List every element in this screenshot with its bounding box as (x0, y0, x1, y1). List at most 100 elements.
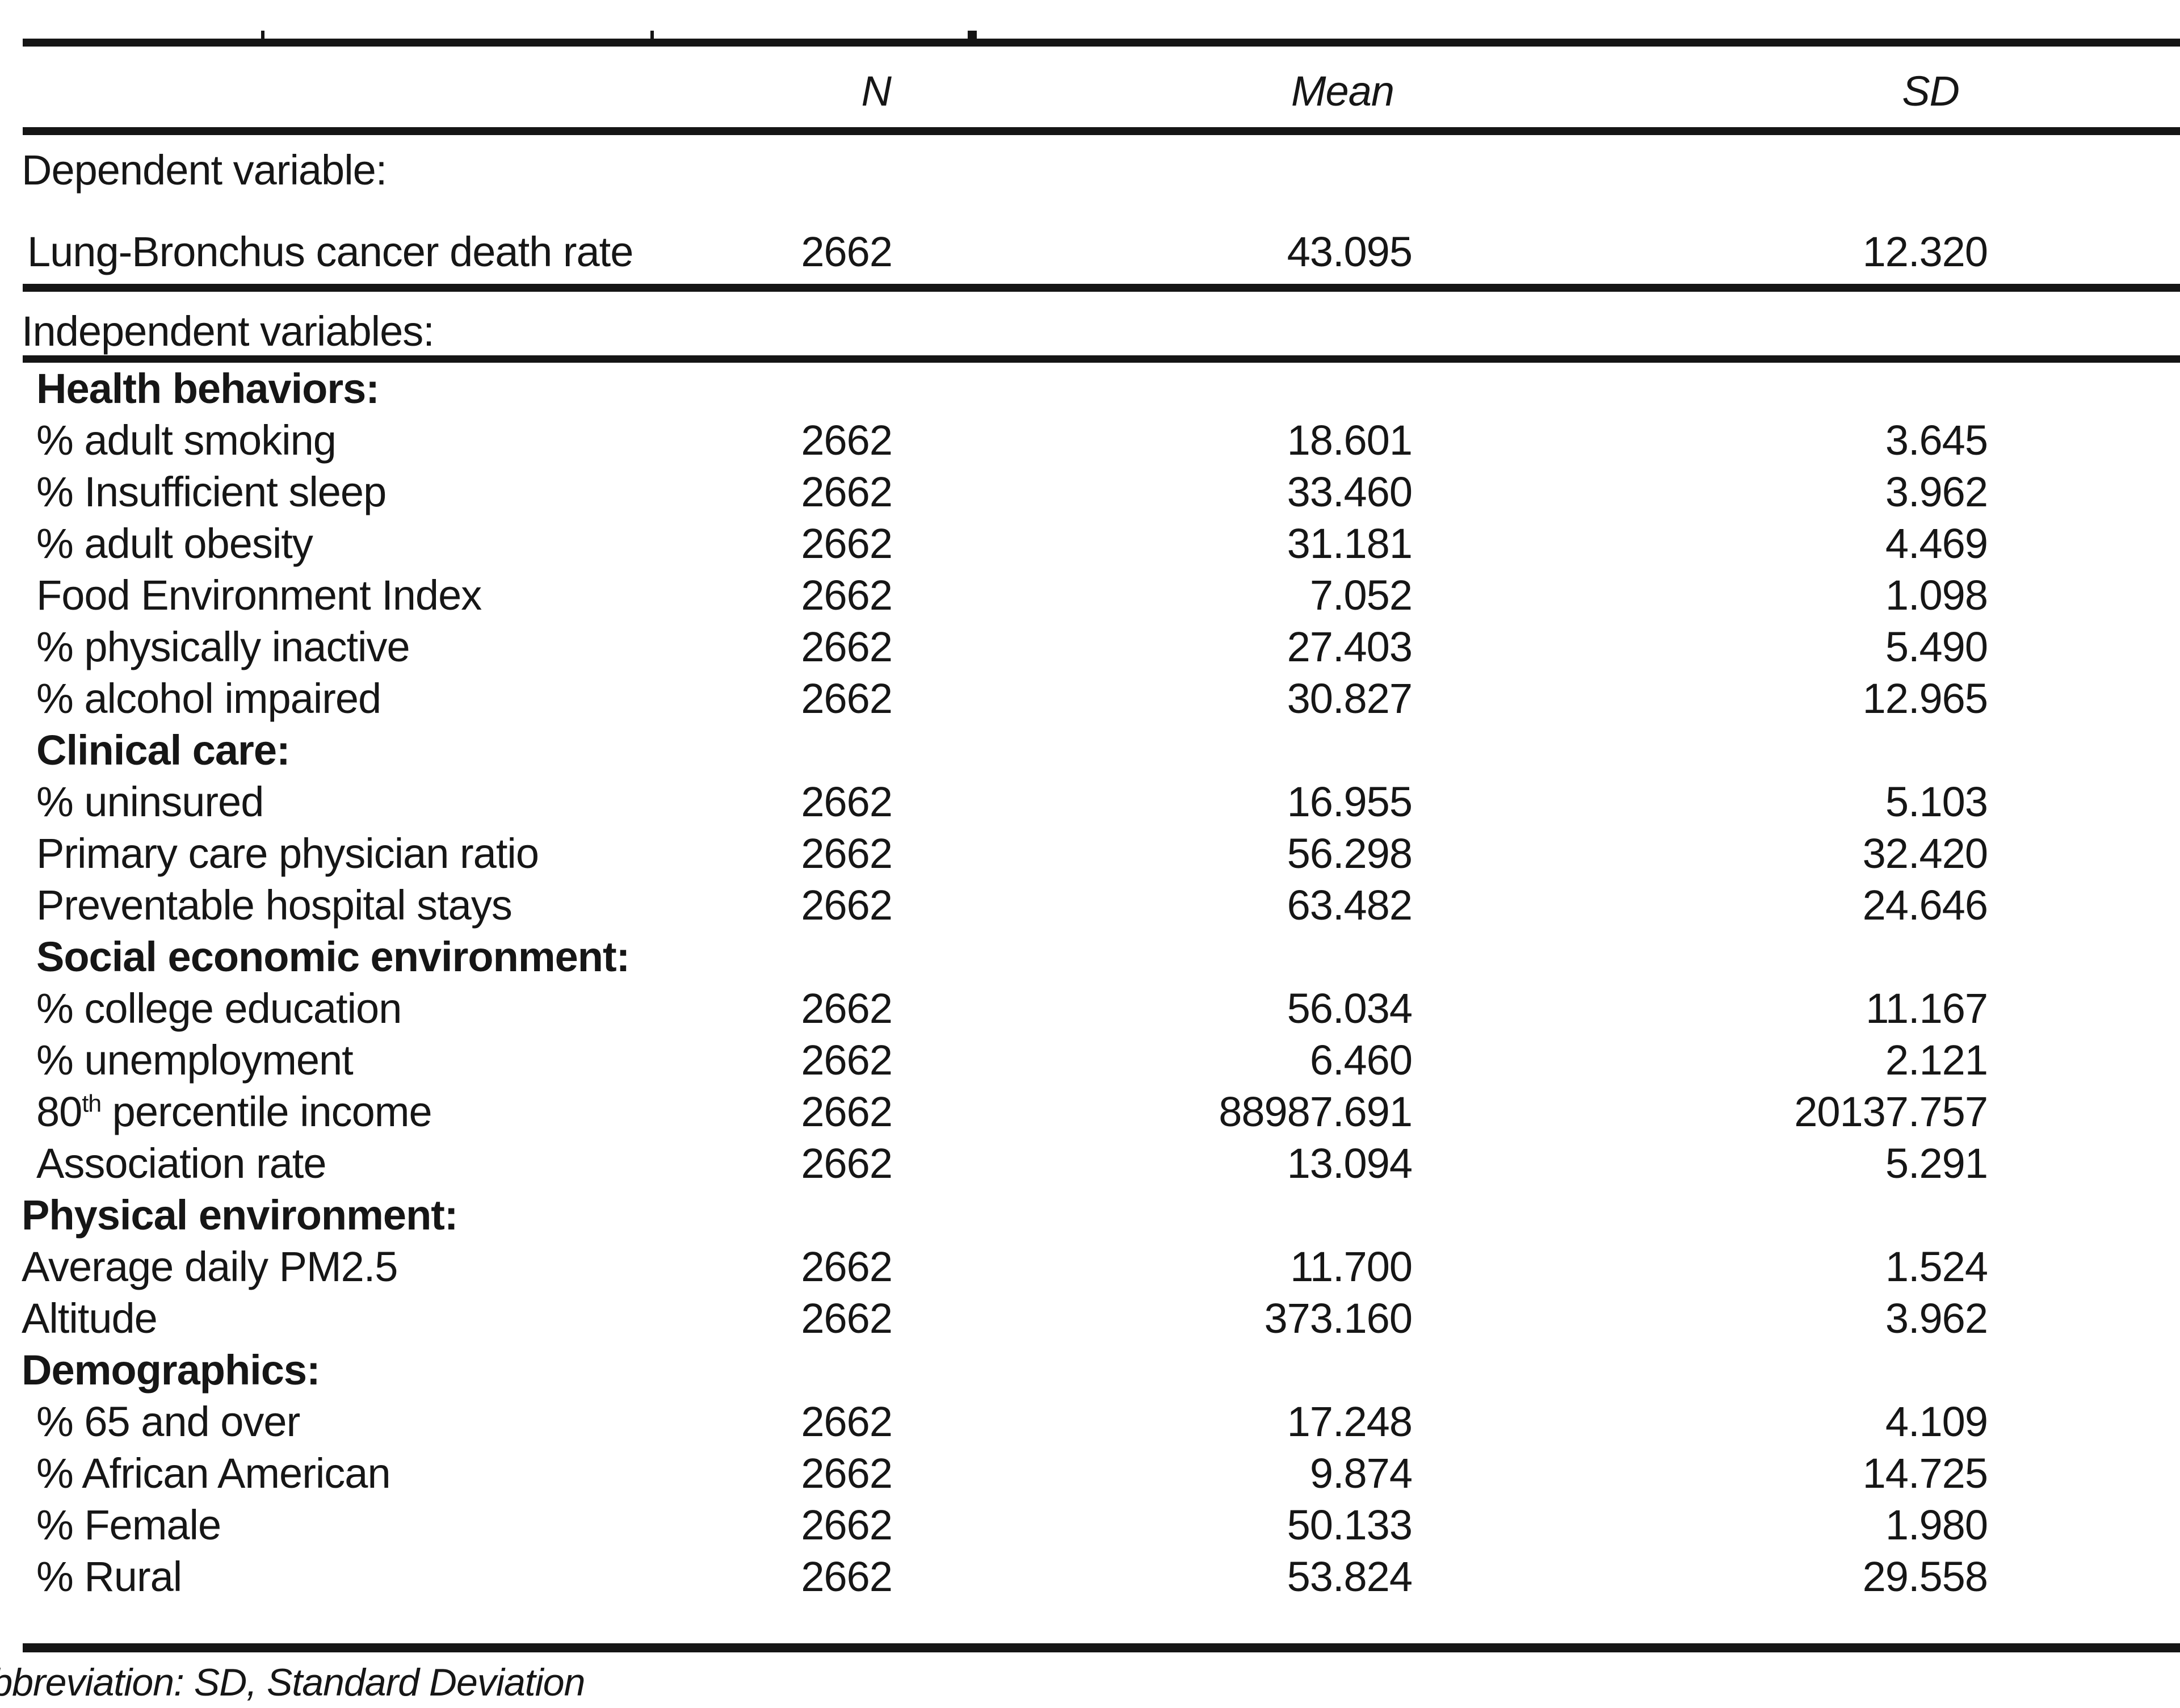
row-label-text: Average daily PM2.5 (22, 1243, 398, 1290)
table-row: % adult obesity 2662 31.181 4.469 (0, 518, 2180, 569)
row-label: Demographics: (0, 1346, 625, 1394)
column-header-row: N Mean SD (0, 57, 2180, 125)
cell-sd: 32.420 (1862, 830, 1988, 877)
cell-mean: 30.827 (1287, 675, 1413, 722)
independent-bottom-rule (23, 355, 2180, 363)
cell-sd: 5.291 (1885, 1140, 1988, 1187)
dependent-variable-section-row: Dependent variable: (0, 143, 2180, 196)
row-label: 80th percentile income (0, 1088, 625, 1136)
top-rule (23, 39, 2180, 47)
cropped-caption-artifact (650, 31, 654, 39)
cell-mean: 9.874 (1309, 1450, 1413, 1497)
row-label-text: % physically inactive (36, 623, 410, 670)
row-label-text: % adult smoking (36, 417, 337, 464)
row-label-text: Preventable hospital stays (36, 882, 513, 929)
cell-mean: 33.460 (1287, 468, 1413, 515)
cell-sd: 1.524 (1885, 1243, 1988, 1290)
cell-n: 2662 (801, 228, 893, 275)
row-label: % physically inactive (0, 623, 625, 671)
row-label-text: 80 (36, 1088, 82, 1135)
row-label: % Insufficient sleep (0, 468, 625, 516)
cell-sd: 11.167 (1866, 985, 1988, 1032)
cell-n: 2662 (801, 1398, 893, 1445)
row-label-text: Clinical care: (36, 727, 291, 774)
header-bottom-rule (23, 127, 2180, 135)
cell-n: 2662 (801, 623, 893, 670)
cell-sd: 14.725 (1862, 1450, 1988, 1497)
cell-n: 2662 (801, 882, 893, 929)
cell-sd: 24.646 (1862, 882, 1988, 929)
cell-n: 2662 (801, 1243, 893, 1290)
cell-sd: 3.962 (1885, 468, 1988, 515)
table-row: % Female 2662 50.133 1.980 (0, 1499, 2180, 1551)
row-label-text: Social economic environment: (36, 933, 630, 980)
table-row: Preventable hospital stays 2662 63.482 2… (0, 879, 2180, 931)
table-row: % alcohol impaired 2662 30.827 12.965 (0, 673, 2180, 724)
cell-n: 2662 (801, 417, 893, 464)
row-label: % alcohol impaired (0, 674, 625, 723)
row-label: % uninsured (0, 778, 625, 826)
cell-mean: 18.601 (1287, 417, 1413, 464)
cell-n: 2662 (801, 468, 893, 515)
table-row: Social economic environment: (0, 931, 2180, 983)
section-label: Independent variables: (22, 307, 435, 355)
table-row: Health behaviors: (0, 363, 2180, 414)
cell-mean: 7.052 (1309, 572, 1413, 619)
cropped-caption-artifact (968, 31, 977, 39)
cell-n: 2662 (801, 1295, 893, 1342)
cell-mean: 11.700 (1290, 1243, 1413, 1290)
cell-n: 2662 (801, 520, 893, 567)
cell-sd: 2.121 (1885, 1036, 1988, 1084)
table-bottom-rule (23, 1643, 2180, 1652)
row-label-text: Demographics: (22, 1346, 321, 1394)
row-label: % adult obesity (0, 519, 625, 568)
row-label: Preventable hospital stays (0, 881, 625, 929)
cell-mean: 16.955 (1287, 778, 1413, 825)
independent-variables-section-row: Independent variables: (0, 304, 2180, 358)
row-label: % adult smoking (0, 416, 625, 464)
row-label: Health behaviors: (0, 364, 625, 413)
table-row: % unemployment 2662 6.460 2.121 (0, 1034, 2180, 1086)
row-label-text: Food Environment Index (36, 572, 482, 619)
dependent-variable-data-row: Lung-Bronchus cancer death rate 2662 43.… (0, 225, 2180, 278)
cell-mean: 50.133 (1287, 1501, 1413, 1548)
table-row: % uninsured 2662 16.955 5.103 (0, 776, 2180, 828)
row-label-text: Altitude (22, 1295, 158, 1342)
row-label-text: Primary care physician ratio (36, 830, 539, 877)
cell-n: 2662 (801, 985, 893, 1032)
cell-n: 2662 (801, 1088, 893, 1135)
cell-mean: 31.181 (1287, 520, 1413, 567)
row-label-text: Health behaviors: (36, 365, 380, 412)
row-label-text: % college education (36, 985, 402, 1032)
row-label: Food Environment Index (0, 571, 625, 619)
row-label-text: % alcohol impaired (36, 675, 381, 722)
cell-n: 2662 (801, 572, 893, 619)
cell-n: 2662 (801, 1140, 893, 1187)
table-row: Altitude 2662 373.160 3.962 (0, 1292, 2180, 1344)
row-label-text: % Insufficient sleep (36, 468, 387, 515)
cell-n: 2662 (801, 1501, 893, 1548)
table-row: Physical environment: (0, 1189, 2180, 1241)
cell-n: 2662 (801, 1450, 893, 1497)
cell-sd: 12.965 (1862, 675, 1988, 722)
row-label-text: Association rate (36, 1140, 326, 1187)
cell-mean: 27.403 (1287, 623, 1413, 670)
row-label: Primary care physician ratio (0, 829, 625, 878)
column-header-mean: Mean (1291, 67, 1394, 115)
cell-sd: 3.645 (1885, 417, 1988, 464)
table-row: Clinical care: (0, 724, 2180, 776)
row-label: % college education (0, 984, 625, 1033)
cell-sd: 5.103 (1885, 778, 1988, 825)
row-label-text: Physical environment: (22, 1191, 459, 1239)
cell-sd: 20137.757 (1794, 1088, 1988, 1135)
cell-n: 2662 (801, 830, 893, 877)
table-row: Primary care physician ratio 2662 56.298… (0, 828, 2180, 879)
cell-mean: 88987.691 (1219, 1088, 1413, 1135)
cell-n: 2662 (801, 1036, 893, 1084)
cell-sd: 5.490 (1885, 623, 1988, 670)
table-row: % physically inactive 2662 27.403 5.490 (0, 621, 2180, 673)
row-label: Average daily PM2.5 (0, 1243, 625, 1291)
dependent-bottom-rule (23, 284, 2180, 292)
cell-mean: 63.482 (1287, 882, 1413, 929)
